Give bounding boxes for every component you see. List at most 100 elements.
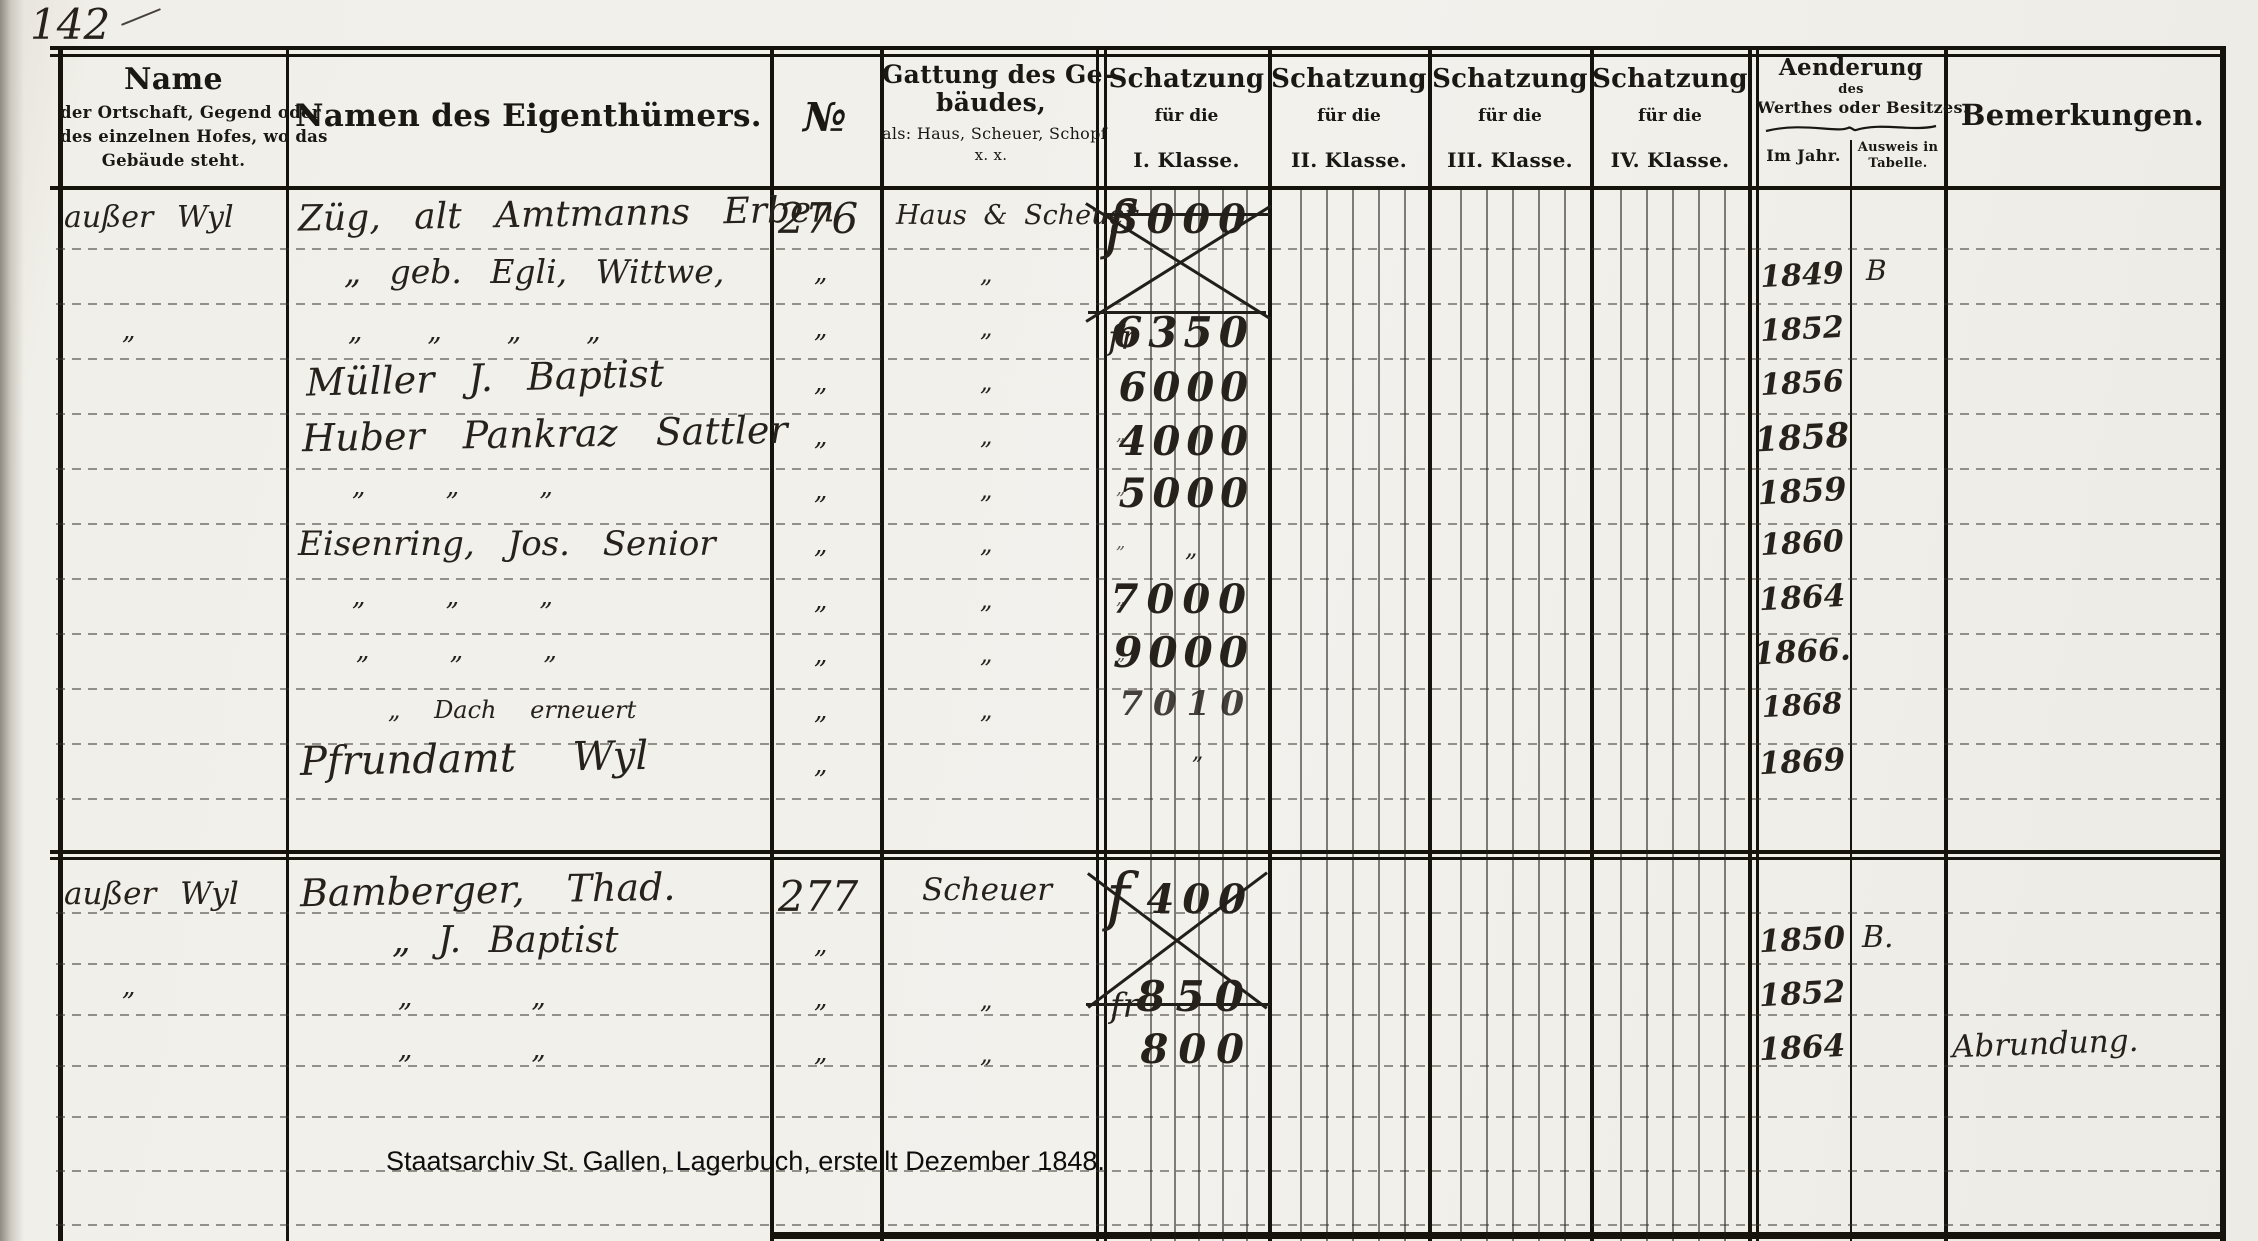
ruling: [1698, 190, 1700, 1241]
header-change-title: Aenderung: [1778, 54, 1924, 81]
house-number-ditto: „: [814, 640, 828, 670]
building-type-ditto: „: [980, 586, 993, 614]
header-change-imjahr: Im Jahr.: [1766, 146, 1841, 165]
header-change-ausweis2: Tabelle.: [1868, 156, 1928, 171]
owner-line: „ „ „: [356, 636, 557, 666]
house-number-ditto: „: [814, 750, 828, 780]
header-name-title: Name: [124, 62, 223, 97]
ruled-line: [56, 798, 2220, 800]
next-divider-partial: [770, 1232, 2226, 1239]
ruled-line: [56, 743, 2220, 745]
table-border-left: [58, 46, 63, 1241]
change-year: 1864: [1757, 577, 1847, 619]
ruled-line: [56, 1224, 2220, 1226]
ruled-line: [56, 303, 2220, 305]
header-appraisal-2-klasse: II. Klasse.: [1290, 148, 1408, 172]
house-number-ditto: „: [814, 696, 828, 726]
ruling: [1486, 190, 1488, 1241]
change-year: 1849: [1759, 255, 1845, 296]
strike-bar: [1086, 1003, 1270, 1006]
valuation: 6000: [1118, 364, 1254, 411]
table-border-top-inner: [50, 54, 2226, 57]
ruling: [1174, 190, 1176, 1241]
header-type-title2: bäudes,: [935, 88, 1047, 117]
brace-glyph: [1765, 124, 1937, 133]
building-type: Haus & Scheuer: [896, 200, 1138, 231]
ausweis-mark: B.: [1862, 920, 1894, 955]
owner-line: Huber Pankraz Sattler: [301, 407, 789, 461]
building-type-ditto: „: [980, 422, 993, 450]
owner-line: „ „: [398, 1032, 546, 1065]
ruled-line: [56, 688, 2220, 690]
ruling: [1512, 190, 1514, 1241]
remark: Abrundung.: [1951, 1022, 2140, 1066]
owner-line: „ „: [398, 980, 546, 1013]
valuation-tick: „: [1116, 424, 1126, 445]
header-appraisal-4-title: Schatzung: [1592, 64, 1748, 94]
valuation-tick: „: [1116, 532, 1126, 553]
header-appraisal-1-title: Schatzung: [1108, 64, 1265, 94]
header-name-sub1: der Ortschaft, Gegend oder: [60, 103, 321, 122]
change-subcol-divider: [1850, 140, 1852, 1241]
ruling: [1326, 190, 1328, 1241]
owner-line: Bamberger, Thad.: [299, 864, 676, 916]
header-change-sub: Werthes oder Besitzes.: [1757, 98, 1969, 117]
header-name-sub2: des einzelnen Hofes, wo das: [60, 127, 328, 146]
house-number-ditto: „: [814, 476, 828, 506]
valuation: 800: [1140, 1026, 1254, 1073]
house-number-ditto: „: [814, 258, 828, 288]
building-type-ditto: „: [980, 368, 993, 396]
header-appraisal-1-klasse: I. Klasse.: [1133, 148, 1240, 172]
house-number: 276: [778, 194, 859, 243]
owner-line: Müller J. Baptist: [305, 351, 665, 405]
header-change-ausweis1: Ausweis in: [1857, 140, 1939, 155]
house-number-ditto: „: [814, 586, 828, 616]
valuation: 7000: [1110, 576, 1254, 623]
ruling: [1564, 190, 1566, 1241]
valuation-tick: „: [1116, 478, 1126, 499]
ruled-line: [56, 963, 2220, 965]
house-number-ditto: „: [814, 930, 828, 960]
ruled-line: [56, 248, 2220, 250]
change-year: 1850: [1757, 919, 1847, 961]
ruling: [1246, 190, 1248, 1241]
owner-line: „ „ „ „: [348, 314, 601, 347]
header-appraisal-3-title: Schatzung: [1432, 64, 1588, 94]
owner-line: Pfrundamt Wyl: [299, 732, 649, 786]
house-number-ditto: „: [814, 422, 828, 452]
ruling: [1378, 190, 1380, 1241]
location: außer Wyl: [64, 200, 234, 235]
change-year: 1856: [1759, 363, 1845, 404]
valuation-ditto: „: [1185, 534, 1198, 562]
house-number-ditto: „: [814, 984, 828, 1014]
ruling: [1724, 190, 1726, 1241]
ruled-line: [56, 1116, 2220, 1118]
building-type: Scheuer: [922, 872, 1053, 908]
building-type-ditto: „: [980, 696, 993, 724]
ruled-line: [56, 578, 2220, 580]
ruled-line: [56, 358, 2220, 360]
strike-bar: [1088, 311, 1266, 314]
house-number-ditto: „: [814, 368, 828, 398]
franken-sign: fr: [1110, 986, 1139, 1026]
ruling: [1198, 190, 1200, 1241]
owner-line: „ J. Baptist: [392, 920, 619, 961]
header-name-sub3: Gebäude steht.: [101, 151, 246, 170]
change-year: 1859: [1756, 469, 1848, 513]
ruling: [1150, 190, 1152, 1241]
building-type-ditto: „: [980, 476, 993, 504]
ruled-line: [56, 1014, 2220, 1016]
florin-sign: f: [1104, 188, 1128, 262]
table-border-top: [50, 46, 2226, 50]
col-divider-no-type: [880, 46, 884, 1241]
col-divider-klasse4-change-b: [1756, 46, 1759, 1241]
col-divider-type-appraisal-b: [1104, 46, 1107, 1241]
valuation: 5000: [1118, 470, 1254, 517]
building-type-ditto: „: [980, 260, 993, 288]
valuation-tick: „: [1116, 588, 1126, 609]
paper-edge-shadow: [0, 0, 24, 1241]
house-number-ditto: „: [814, 314, 828, 344]
ruling: [1404, 190, 1406, 1241]
table-border-right: [2220, 46, 2226, 1241]
col-divider-type-appraisal-a: [1096, 46, 1099, 1241]
